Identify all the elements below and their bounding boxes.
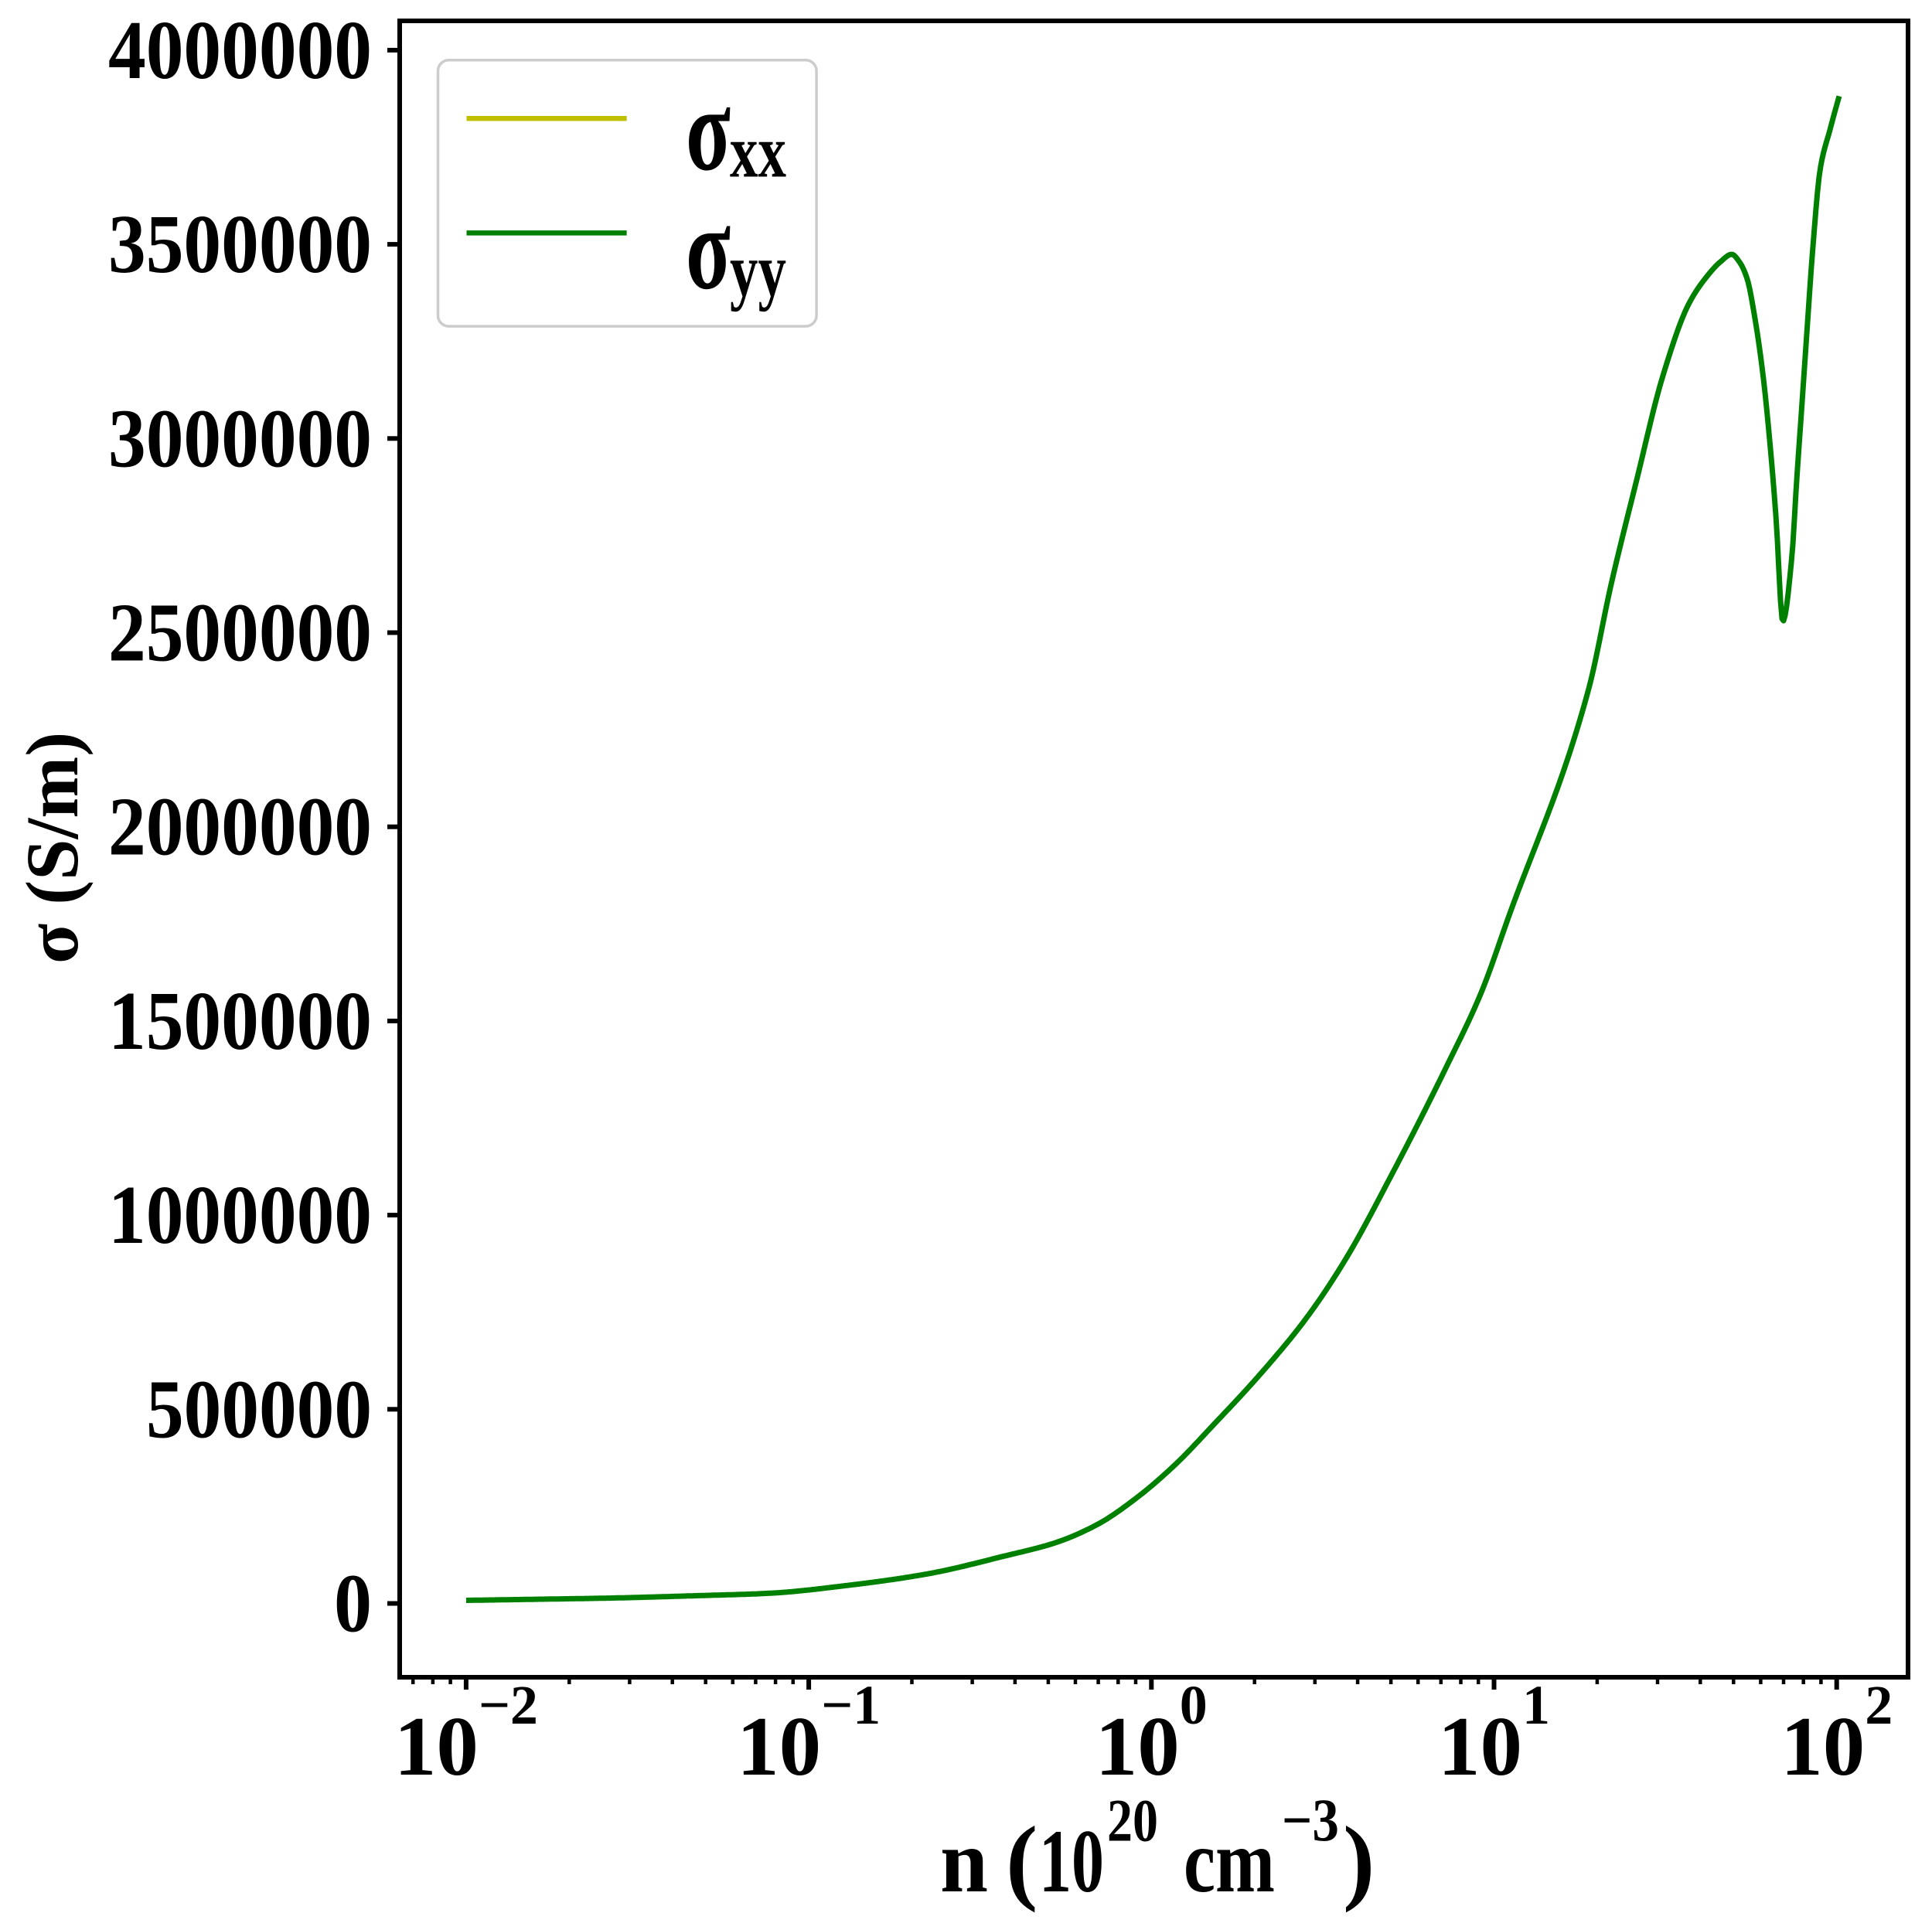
svg-text:0: 0 — [334, 1558, 372, 1650]
svg-text:2500000: 2500000 — [108, 587, 372, 679]
svg-text:): ) — [1343, 1807, 1375, 1913]
svg-text:yy: yy — [730, 229, 786, 311]
svg-text:cm: cm — [1184, 1812, 1275, 1911]
svg-text:3500000: 3500000 — [108, 199, 372, 291]
svg-text:1000000: 1000000 — [108, 1169, 372, 1261]
svg-text:σ: σ — [686, 183, 731, 315]
svg-text:500000: 500000 — [146, 1363, 372, 1455]
svg-text:−3: −3 — [1282, 1786, 1339, 1853]
svg-text:4000000: 4000000 — [108, 5, 372, 97]
svg-text:2000000: 2000000 — [108, 781, 372, 873]
svg-text:20: 20 — [1107, 1787, 1158, 1854]
svg-text:1500000: 1500000 — [108, 975, 372, 1067]
svg-text:10: 10 — [1039, 1812, 1104, 1911]
svg-text:σ (S/m): σ (S/m) — [11, 732, 94, 964]
svg-text:3000000: 3000000 — [108, 393, 372, 485]
svg-text:n: n — [940, 1812, 988, 1911]
svg-text:σ: σ — [686, 64, 731, 196]
svg-text:xx: xx — [730, 110, 786, 192]
svg-text:(: ( — [1006, 1807, 1038, 1913]
